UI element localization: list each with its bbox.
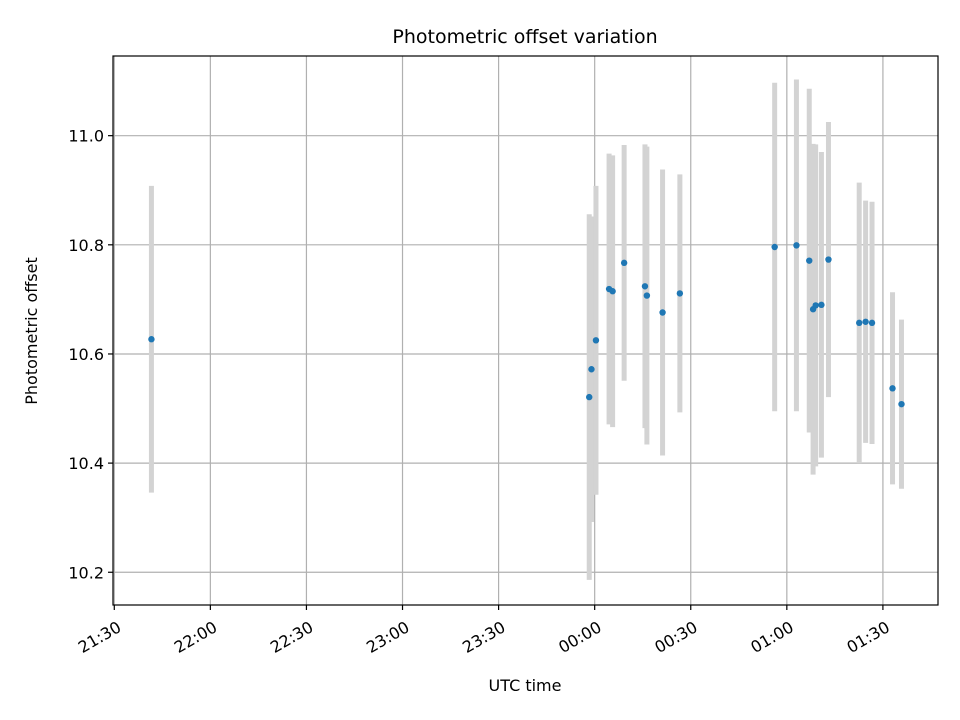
x-tick-label: 01:00 [747, 617, 796, 657]
y-tick-label: 10.6 [68, 345, 104, 364]
x-axis-title: UTC time [489, 676, 562, 695]
data-point [676, 290, 684, 297]
y-tick-label: 10.2 [68, 563, 104, 582]
data-point [812, 302, 819, 309]
data-point [609, 288, 616, 295]
data-point [856, 319, 863, 327]
x-tick-label: 00:00 [555, 617, 604, 657]
data-points [148, 242, 905, 408]
x-tick-label: 01:30 [843, 617, 892, 657]
data-point [868, 319, 876, 327]
x-tick-label: 23:30 [459, 617, 508, 657]
data-point [771, 243, 778, 251]
data-point [586, 393, 593, 401]
data-point [793, 242, 800, 249]
data-point [641, 283, 649, 290]
y-tick-label: 11.0 [68, 127, 104, 146]
y-tick-label: 10.8 [68, 236, 104, 255]
data-point [806, 257, 813, 264]
x-tick-label: 22:00 [171, 617, 220, 657]
error-bars [148, 79, 904, 580]
x-tick-label: 22:30 [267, 617, 316, 657]
data-point [643, 292, 651, 299]
y-tick-label: 10.4 [68, 454, 104, 473]
data-point [818, 301, 825, 309]
x-tick-label: 00:30 [651, 617, 700, 657]
data-point [588, 366, 595, 373]
data-point [148, 336, 155, 343]
data-point [862, 318, 869, 325]
chart-title: Photometric offset variation [392, 26, 657, 48]
data-point [898, 400, 905, 408]
x-axis-ticks: 21:30 22:00 22:30 23:00 23:30 00:00 00:30 01:00… [75, 605, 893, 657]
data-point [889, 385, 896, 392]
y-axis-ticks: 10.2 10.4 10.6 10.8 11.0 [68, 127, 113, 582]
data-point [825, 256, 832, 263]
x-tick-label: 23:00 [363, 617, 412, 657]
x-tick-label: 21:30 [75, 617, 124, 657]
data-point [659, 309, 666, 316]
data-point [592, 337, 600, 344]
plot-frame [112, 55, 939, 606]
y-axis-title: Photometric offset [22, 257, 41, 405]
data-point [620, 259, 628, 267]
